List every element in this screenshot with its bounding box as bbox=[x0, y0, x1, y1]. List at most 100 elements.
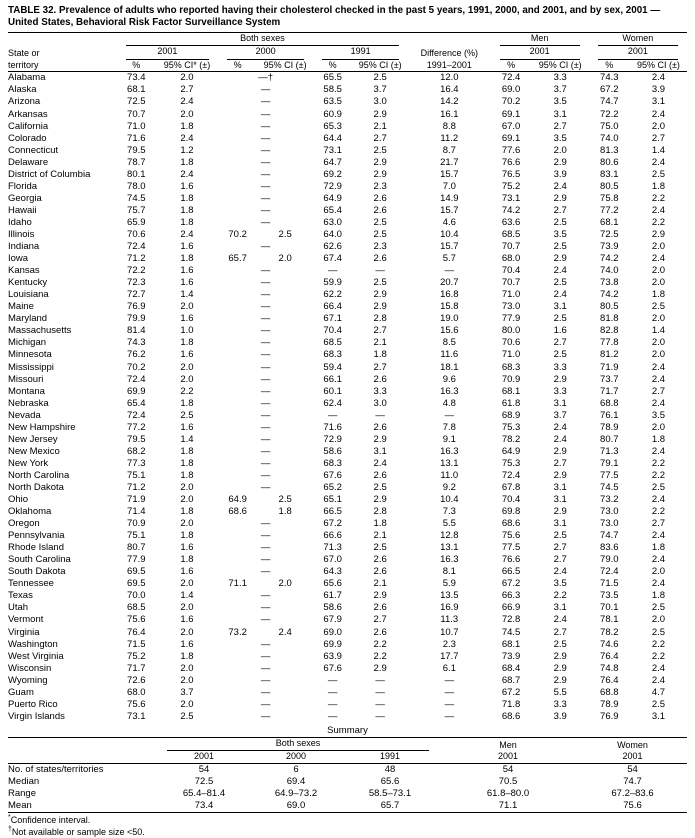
value-cell: — bbox=[260, 120, 271, 132]
value-cell: 1.6 bbox=[180, 638, 194, 650]
group-women-label: Women bbox=[597, 33, 678, 47]
group-women: Women bbox=[588, 31, 687, 47]
value-cell: 10.4 bbox=[440, 228, 459, 240]
value-cell: 14.2 bbox=[440, 96, 459, 108]
value-cell: 2.4 bbox=[278, 626, 292, 638]
value-cell: 1.6 bbox=[180, 566, 194, 578]
value-cell: 2.5 bbox=[553, 638, 567, 650]
value-cell: 2.2 bbox=[651, 506, 666, 518]
value-cell: 54 bbox=[502, 763, 514, 775]
value-cell: 2.0 bbox=[180, 518, 194, 530]
value-cell: 70.6 bbox=[127, 228, 146, 240]
table-row: New Mexico 68.2 1.8 — 58.6 3.1 16.3 64.9 2.9 71.3… bbox=[8, 446, 687, 458]
table-row: Alabama 73.4 2.0 —† 65.5 2.5 12.0 72.4 3.3 74.3 2.… bbox=[8, 72, 687, 85]
value-cell: 2.6 bbox=[373, 554, 387, 566]
value-cell: 70.4 bbox=[323, 325, 342, 337]
value-cell: 65.6 bbox=[323, 578, 342, 590]
value-cell: 2.2 bbox=[651, 650, 666, 662]
value-cell: 66.6 bbox=[323, 530, 342, 542]
value-cell: 74.5 bbox=[501, 626, 521, 638]
value-cell: 63.6 bbox=[501, 216, 521, 228]
value-cell: 2.1 bbox=[373, 337, 387, 349]
value-cell: 70.0 bbox=[127, 590, 146, 602]
value-cell: 1.8 bbox=[180, 530, 194, 542]
table-row: Idaho 65.9 1.8 — 63.0 2.5 4.6 63.6 2.5 68.1 2.2 bbox=[8, 217, 687, 229]
value-cell: 74.2 bbox=[600, 253, 619, 265]
value-cell: — bbox=[375, 409, 385, 421]
value-cell: 69.1 bbox=[501, 108, 521, 120]
value-cell: 75.6 bbox=[127, 698, 146, 710]
value-cell: 77.2 bbox=[127, 421, 146, 433]
value-cell: 81.8 bbox=[600, 313, 619, 325]
value-cell: 72.4 bbox=[127, 241, 146, 253]
value-cell: 70.7 bbox=[501, 277, 521, 289]
value-cell: 67.9 bbox=[323, 614, 342, 626]
group-both-sexes: Both sexes bbox=[116, 31, 409, 47]
value-cell: 3.7 bbox=[553, 84, 567, 96]
value-cell: 2.4 bbox=[553, 180, 567, 192]
value-cell: 2.4 bbox=[651, 674, 666, 686]
value-cell: 17.7 bbox=[440, 650, 459, 662]
value-cell: 65.1 bbox=[323, 494, 342, 506]
summary-title: Summary bbox=[327, 724, 368, 736]
value-cell: 70.5 bbox=[498, 775, 518, 787]
ci-header: 95% CI (±) bbox=[257, 59, 314, 73]
value-cell: 78.9 bbox=[600, 421, 619, 433]
value-cell: 80.7 bbox=[600, 433, 619, 445]
value-cell: 64.0 bbox=[323, 228, 342, 240]
value-cell: 20.7 bbox=[440, 277, 459, 289]
value-cell: 4.7 bbox=[651, 686, 666, 698]
value-cell: 2.0 bbox=[180, 602, 194, 614]
value-cell: 68.5 bbox=[323, 337, 342, 349]
value-cell: 78.7 bbox=[127, 156, 146, 168]
value-cell: 2.9 bbox=[553, 506, 567, 518]
value-cell: 2.0 bbox=[651, 614, 666, 626]
table-row: Oregon 70.9 2.0 — 67.2 1.8 5.5 68.6 3.1 73.0 2.7 bbox=[8, 518, 687, 530]
value-cell: 71.5 bbox=[600, 578, 619, 590]
value-cell: 74.3 bbox=[127, 337, 146, 349]
value-cell: 75.7 bbox=[127, 204, 146, 216]
value-cell: 75.6 bbox=[501, 530, 521, 542]
value-cell: 2.9 bbox=[373, 108, 387, 120]
group-header-row: Both sexes Men Women bbox=[8, 31, 687, 47]
value-cell: 78.0 bbox=[127, 180, 146, 192]
value-cell: 72.6 bbox=[127, 674, 146, 686]
value-cell: 65.4 bbox=[127, 397, 146, 409]
year-label: 2001 bbox=[499, 46, 580, 60]
value-cell: 72.5 bbox=[127, 96, 146, 108]
value-cell: 2.0 bbox=[180, 662, 194, 674]
row-label: South Carolina bbox=[8, 554, 71, 566]
ci-header-starred: 95% CI* (±) bbox=[155, 59, 219, 73]
value-cell: 2.0 bbox=[278, 253, 292, 265]
value-cell: 2.3 bbox=[373, 241, 387, 253]
row-label: Virgin Islands bbox=[8, 710, 65, 722]
value-cell: 61.7 bbox=[323, 590, 342, 602]
footnotes: *Confidence interval. †Not available or … bbox=[8, 814, 687, 838]
value-cell: 68.2 bbox=[127, 445, 146, 457]
value-cell: 3.3 bbox=[553, 72, 567, 84]
table-row: Florida 78.0 1.6 — 72.9 2.3 7.0 75.2 2.4 80.5 1.8 bbox=[8, 181, 687, 193]
value-cell: 11.3 bbox=[440, 614, 459, 626]
value-cell: 69.0 bbox=[250, 800, 342, 814]
value-cell: 4.6 bbox=[442, 216, 456, 228]
summary-group-both-sexes-label: Both sexes bbox=[167, 738, 429, 752]
value-cell: 3.1 bbox=[553, 108, 567, 120]
value-cell: 73.4 bbox=[158, 800, 250, 814]
table-row: Arizona 72.5 2.4 — 63.5 3.0 14.2 70.2 3.5 74.7 3.1 bbox=[8, 96, 687, 108]
value-cell: 1.8 bbox=[180, 445, 194, 457]
value-cell: 2.4 bbox=[651, 445, 666, 457]
table-row: Georgia 74.5 1.8 — 64.9 2.6 14.9 73.1 2.9 75.8 2.2 bbox=[8, 193, 687, 205]
value-cell: 77.2 bbox=[600, 204, 619, 216]
value-cell: 74.5 bbox=[600, 481, 619, 493]
value-cell: 72.5 bbox=[600, 228, 619, 240]
row-label: Guam bbox=[8, 686, 34, 698]
value-cell: 68.1 bbox=[501, 385, 521, 397]
value-cell: 74.7 bbox=[600, 96, 619, 108]
value-cell: 79.1 bbox=[600, 457, 619, 469]
value-cell: 65.4–81.4 bbox=[182, 788, 226, 799]
value-cell: 73.2 bbox=[228, 626, 247, 638]
value-cell: 48 bbox=[384, 763, 396, 775]
value-cell: 2.2 bbox=[373, 650, 387, 662]
value-cell: 2.9 bbox=[373, 433, 387, 445]
value-cell: 3.5 bbox=[651, 409, 666, 421]
